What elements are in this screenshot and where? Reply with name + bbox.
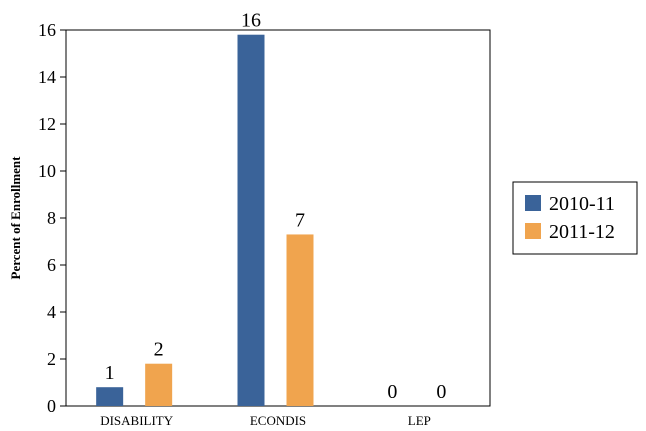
y-tick-label: 8 <box>47 208 56 228</box>
x-axis: DISABILITY ECONDIS LEP <box>100 413 431 428</box>
y-tick-label: 12 <box>38 114 56 134</box>
bar <box>145 363 173 406</box>
bar-value-label: 1 <box>105 362 115 384</box>
y-tick-label: 14 <box>38 67 56 87</box>
bar-value-label: 7 <box>295 209 305 231</box>
bar-value-label: 2 <box>154 339 164 361</box>
bar <box>96 387 124 406</box>
y-tick-label: 0 <box>47 396 56 416</box>
y-tick-label: 16 <box>38 20 56 40</box>
legend-box <box>512 181 638 255</box>
bar <box>286 234 314 406</box>
y-axis-label: Percent of Enrollment <box>8 156 23 280</box>
plot-frame <box>65 29 491 407</box>
legend-label: 2011-12 <box>549 221 615 243</box>
bar-value-label: 16 <box>241 10 261 32</box>
y-tick-label: 2 <box>47 349 56 369</box>
legend: 2010-11 2011-12 <box>512 181 638 255</box>
x-tick-label: ECONDIS <box>250 413 306 428</box>
x-tick-label: DISABILITY <box>100 413 174 428</box>
y-tick-label: 4 <box>47 302 56 322</box>
y-axis: 0 2 4 6 8 10 12 14 16 <box>38 20 66 416</box>
bar-value-label: 0 <box>436 381 446 403</box>
bars: 1 2 16 7 0 0 <box>96 10 446 406</box>
y-tick-label: 6 <box>47 255 56 275</box>
bar <box>237 34 265 406</box>
legend-label: 2010-11 <box>549 193 615 215</box>
legend-swatch <box>525 223 541 239</box>
legend-swatch <box>525 195 541 211</box>
x-tick-label: LEP <box>408 413 431 428</box>
y-tick-label: 10 <box>38 161 56 181</box>
bar-value-label: 0 <box>387 381 397 403</box>
